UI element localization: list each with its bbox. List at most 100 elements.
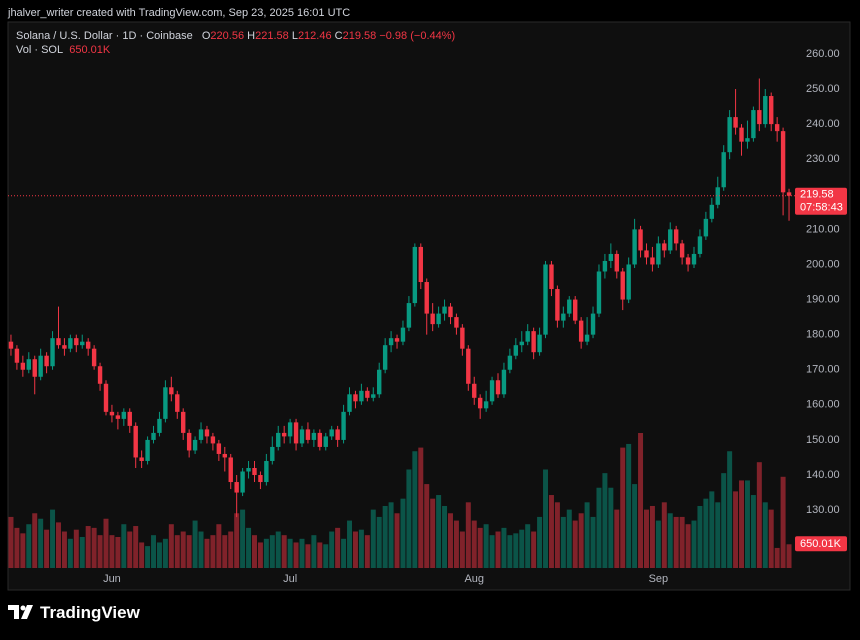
volume-bar: [673, 516, 679, 568]
candle-body: [608, 253, 614, 261]
candle-body: [442, 306, 447, 314]
volume-bar: [26, 524, 32, 568]
candle-body: [323, 436, 328, 447]
volume-bar: [548, 495, 554, 568]
volume-bar: [97, 535, 103, 568]
volume-bar: [186, 535, 192, 568]
volume-bar: [578, 513, 584, 568]
volume-bar: [335, 527, 341, 568]
volume-bar: [38, 518, 44, 568]
volume-bar: [614, 509, 620, 568]
volume-bar: [79, 536, 85, 568]
candle-body: [638, 229, 643, 251]
candle-body: [382, 345, 388, 370]
candle-body: [163, 387, 168, 419]
candle-body: [359, 390, 364, 402]
candle-body: [501, 369, 507, 395]
candle-body: [388, 338, 394, 346]
volume-bar: [424, 484, 430, 568]
candle-body: [365, 390, 370, 398]
candle-body: [133, 425, 138, 458]
candle-body: [578, 320, 584, 342]
y-tick-label: 160.00: [806, 399, 840, 411]
volume-bar: [406, 469, 412, 568]
candle-body: [418, 246, 423, 283]
candle-body: [650, 257, 655, 265]
volume-bar: [91, 527, 97, 568]
candle-body: [531, 331, 536, 353]
candle-body: [697, 236, 703, 254]
candle-body: [495, 380, 501, 395]
candle-body: [127, 411, 132, 426]
attribution: jhalver_writer created with TradingView.…: [8, 7, 351, 19]
volume-bar: [626, 443, 632, 568]
volume-bar: [394, 513, 400, 568]
candle-body: [109, 411, 115, 416]
volume-bar: [44, 529, 50, 568]
volume-title: Vol · SOL: [16, 44, 64, 56]
volume-bar: [263, 538, 269, 568]
volume-bar: [14, 527, 20, 568]
volume-bar: [560, 516, 566, 568]
volume-bar: [269, 535, 275, 568]
volume-bar: [32, 513, 38, 568]
candle-body: [394, 338, 400, 342]
candle-body: [377, 369, 382, 395]
candle-body: [240, 471, 245, 493]
volume-bar: [251, 535, 257, 568]
candle-body: [472, 383, 477, 398]
candle-body: [26, 359, 31, 370]
volume-bar: [703, 498, 709, 568]
candle-body: [169, 387, 174, 395]
candle-body: [644, 250, 649, 258]
volume-bar: [418, 447, 424, 568]
candle-body: [258, 475, 263, 483]
candle-body: [216, 443, 222, 454]
y-tick-label: 260.00: [806, 48, 840, 60]
volume-bar: [109, 535, 115, 568]
logo: [8, 605, 33, 619]
volume-bar: [590, 516, 596, 568]
volume-bar: [430, 498, 436, 568]
candle-body: [252, 467, 257, 476]
candle-body: [50, 338, 55, 367]
volume-bar: [55, 522, 61, 568]
candle-body: [234, 482, 239, 493]
volume-bar: [198, 531, 204, 568]
volume-bar: [566, 509, 572, 568]
volume-bar: [293, 542, 299, 568]
candle-body: [204, 429, 210, 437]
volume-bar: [85, 526, 91, 568]
volume-bar: [61, 531, 67, 568]
volume-bar: [20, 533, 26, 568]
candle-body: [293, 422, 299, 444]
volume-bar: [786, 544, 792, 568]
volume-bar: [180, 531, 186, 568]
volume-bar: [489, 535, 495, 568]
volume-bar: [727, 451, 733, 568]
candle-body: [721, 152, 726, 188]
legend-value: 219.58: [342, 30, 377, 42]
volume-bar: [352, 531, 358, 568]
candle-body: [8, 341, 14, 349]
volume-bar: [780, 476, 786, 568]
volume-bar: [370, 509, 376, 568]
volume-bar: [537, 516, 543, 568]
volume-bar: [543, 469, 549, 568]
volume-bar: [257, 542, 263, 568]
volume-bar: [50, 509, 56, 568]
candle-body: [281, 432, 287, 437]
candle-body: [335, 429, 340, 440]
candle-body: [192, 439, 198, 451]
volume-bar: [483, 524, 489, 568]
candle-body: [466, 348, 471, 384]
legend-value: 220.56: [210, 30, 245, 42]
candle-body: [353, 394, 358, 402]
volume-bar: [73, 529, 79, 568]
legend-key: C: [334, 30, 343, 42]
volume-bar: [228, 531, 234, 568]
volume-bar: [459, 531, 465, 568]
candle-body: [662, 243, 667, 251]
candle-body: [317, 432, 323, 447]
volume-bar: [281, 535, 287, 568]
